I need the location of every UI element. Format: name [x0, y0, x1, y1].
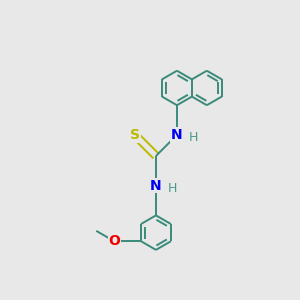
Text: N: N	[150, 179, 162, 193]
Text: O: O	[108, 234, 120, 248]
Text: N: N	[171, 128, 183, 142]
Text: H: H	[189, 131, 198, 144]
Text: H: H	[168, 182, 177, 195]
Text: S: S	[130, 128, 140, 142]
